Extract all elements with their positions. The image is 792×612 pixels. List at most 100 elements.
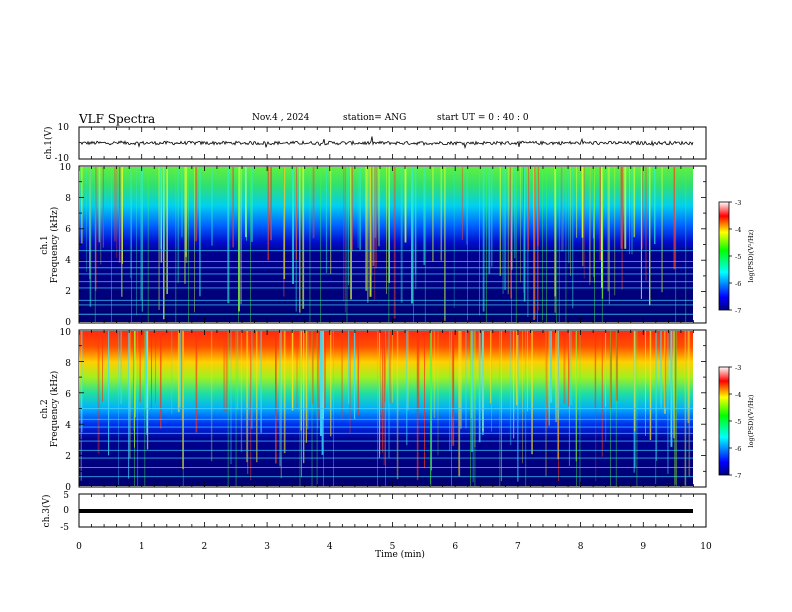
ch2-spec-ytick-6: 6: [65, 390, 71, 400]
ch2-spectrogram-ticks: [78, 329, 707, 488]
spectrogram-streak: [89, 167, 91, 280]
spectrogram-streak: [279, 331, 281, 467]
spectrogram-streak: [383, 331, 386, 465]
spectrogram-streak: [321, 331, 324, 455]
spectrogram-streak: [296, 167, 297, 260]
spectrogram-streak: [177, 331, 180, 413]
spectrogram-streak: [583, 167, 585, 279]
spectrogram-streak: [370, 167, 373, 276]
spectrogram-streak: [452, 331, 455, 446]
spectrogram-streak: [374, 167, 377, 238]
ch2-spec-ytick-2: 2: [65, 452, 71, 462]
spectrogram-streak: [605, 331, 606, 407]
spectrogram-streak: [466, 167, 468, 245]
spectrogram-streak: [568, 167, 570, 264]
spectrogram-streak: [513, 331, 515, 439]
spectrogram-streak: [527, 331, 528, 412]
spectrogram-streak: [614, 167, 616, 296]
spectrogram-streak: [430, 331, 432, 471]
spectrogram-streak: [320, 331, 322, 436]
spectrogram-streak: [660, 331, 662, 409]
spectrogram-streak: [80, 331, 82, 481]
spectrogram-streak: [160, 331, 162, 429]
spectrogram-streak: [406, 331, 408, 446]
spectrogram-streak: [367, 167, 369, 303]
spectrogram-streak: [640, 167, 642, 299]
ch3-waveform-ticks: [78, 494, 707, 527]
spectrogram-streak: [139, 331, 141, 403]
spectrogram-streak: [181, 331, 183, 421]
spectrogram-streak: [655, 331, 658, 461]
spectrogram-streak: [211, 167, 213, 246]
spectrogram-streak: [537, 167, 539, 246]
spectrogram-streak: [620, 167, 623, 249]
spectrogram-streak: [649, 331, 652, 440]
spectrogram-streak: [595, 331, 597, 482]
ch1-wave-ytick-bottom: -10: [55, 154, 70, 164]
spectrogram-streak: [133, 331, 135, 432]
spectrogram-streak: [305, 331, 307, 443]
ch1-spec-ytick-8: 8: [65, 194, 71, 204]
spectrogram-streak: [374, 167, 376, 300]
ch1-spectrogram-ticks: [78, 165, 707, 324]
spectrogram-streak: [416, 331, 419, 480]
spectrogram-streak: [146, 331, 149, 450]
spectrogram-streak: [312, 167, 315, 239]
spectrogram-streak: [357, 167, 359, 248]
spectrogram-streak: [118, 331, 119, 485]
spectrogram-streak: [134, 331, 136, 418]
spectrogram-streak: [407, 331, 409, 411]
spectrogram-streak: [375, 167, 377, 269]
spectrogram-streak: [667, 331, 669, 474]
spectrogram-streak: [357, 331, 359, 416]
ch3-wave-ytick-top: 5: [63, 491, 69, 501]
spectrogram-streak: [504, 167, 507, 290]
spectrogram-streak: [449, 331, 451, 451]
spectrogram-streak: [479, 167, 480, 316]
spectrogram-streak: [185, 167, 188, 263]
spectrogram-streak: [389, 331, 391, 404]
spectrogram-streak: [102, 331, 103, 402]
spectrogram-streak: [688, 331, 691, 477]
spectrogram-streak: [210, 331, 213, 462]
x-tick-6: 6: [452, 542, 458, 552]
x-tick-1: 1: [139, 542, 145, 552]
spectrogram-streak: [365, 167, 368, 291]
x-axis-label: Time (min): [375, 549, 425, 560]
ch2-spec-ytick-8: 8: [65, 359, 71, 369]
spectrogram-streak: [102, 167, 104, 248]
spectrogram-streak: [291, 331, 294, 411]
spectrogram-streak: [312, 331, 314, 405]
spectrogram-streak: [509, 331, 512, 446]
spectrogram-streak: [141, 167, 143, 312]
spectrogram-streak: [499, 167, 501, 276]
spectrogram-streak: [523, 167, 526, 302]
cbar2-tick-m3: -3: [735, 364, 741, 372]
spectrogram-streak: [302, 167, 305, 309]
spectrogram-streak: [396, 331, 399, 480]
ch1-spec-ytick-0: 0: [65, 318, 71, 328]
ch1-colorbar-ticks: [729, 201, 732, 311]
spectrogram-streak: [121, 167, 123, 297]
spectrogram-streak: [240, 167, 242, 304]
ch2-colorbar-ticks: [729, 366, 732, 476]
spectrogram-streak: [687, 331, 690, 424]
spectrogram-streak: [534, 167, 536, 319]
x-tick-7: 7: [515, 542, 521, 552]
spectrogram-streak: [522, 331, 523, 464]
ch3-wave-ylabel: ch.3(V): [41, 495, 52, 528]
spectrogram-streak: [140, 167, 142, 301]
spectrogram-streak: [633, 167, 636, 238]
spectrogram-streak: [227, 167, 230, 304]
spectrogram-streak: [654, 167, 656, 245]
spectrogram-streak: [382, 331, 384, 453]
spectrogram-streak: [550, 331, 552, 403]
spectrogram-streak: [624, 167, 627, 249]
spectrogram-streak: [240, 331, 243, 453]
spectrogram-streak: [163, 167, 165, 259]
spectrogram-streak: [414, 167, 417, 275]
cbar2-tick-m6: -6: [735, 445, 741, 453]
spectrogram-streak: [528, 167, 529, 252]
ch1-waveform-line: [79, 136, 694, 150]
